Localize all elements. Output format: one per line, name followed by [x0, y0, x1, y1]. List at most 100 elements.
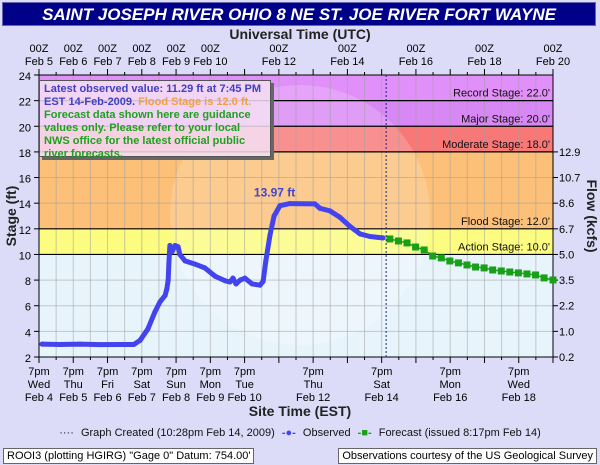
forecast-point: [403, 239, 411, 247]
forecast-point: [429, 252, 437, 260]
top-tick-label: 00Z: [338, 43, 357, 55]
observed-point: [317, 205, 323, 211]
gage-datum-footer: ROOI3 (plotting HGIRG) "Gage 0" Datum: 7…: [3, 448, 255, 464]
flood-stage-text: Flood Stage is 12.0 ft.: [138, 96, 252, 108]
y2-tick-label: 0.2: [559, 352, 574, 364]
bottom-tick-date: Feb 6: [93, 392, 121, 404]
bottom-tick-date: Feb 7: [128, 392, 156, 404]
top-tick-label: 00Z: [98, 43, 117, 55]
stage-label-record: Record Stage: 22.0': [453, 88, 550, 100]
y2-tick-label: 2.2: [559, 301, 574, 313]
bottom-tick-time: 7pm: [165, 366, 186, 378]
bottom-tick-date: Feb 5: [59, 392, 87, 404]
y-tick-label: 4: [25, 327, 31, 339]
y-axis-title: Stage (ft): [3, 186, 19, 247]
top-tick-label: 00Z: [406, 43, 425, 55]
observed-legend-label: Observed: [302, 427, 351, 439]
y2-axis-title: Flow (kcfs): [584, 179, 600, 252]
bottom-tick-day: Wed: [28, 379, 50, 391]
y-tick-label: 10: [19, 250, 31, 262]
observed-point: [367, 234, 373, 240]
bottom-tick-time: 7pm: [371, 366, 392, 378]
observed-point: [182, 258, 188, 264]
top-tick-date: Feb 14: [330, 56, 364, 68]
forecast-point: [497, 267, 505, 275]
y2-tick-label: 5.0: [559, 249, 574, 261]
forecast-legend-label: Forecast (issued 8:17pm Feb 14): [378, 427, 541, 439]
stage-label-moderate: Moderate Stage: 18.0': [442, 139, 550, 151]
forecast-point: [472, 263, 480, 271]
observed-point: [152, 309, 158, 315]
top-tick-label: 00Z: [269, 43, 288, 55]
top-tick-date: Feb 5: [25, 56, 53, 68]
observed-point: [202, 265, 208, 271]
forecast-point: [514, 269, 522, 277]
bottom-tick-day: Sat: [373, 379, 390, 391]
observed-point: [39, 341, 45, 347]
forecast-point: [549, 276, 557, 284]
observations-credit-footer: Observations courtesy of the US Geologic…: [338, 448, 597, 464]
forecast-point: [386, 235, 394, 243]
forecast-legend-icon: -■-: [357, 427, 372, 439]
observed-point: [327, 208, 333, 214]
y-tick-label: 2: [25, 353, 31, 365]
forecast-point: [446, 257, 454, 265]
forecast-point: [480, 264, 488, 272]
bottom-tick-day: Mon: [200, 379, 221, 391]
observed-point: [380, 235, 386, 241]
observed-point: [131, 341, 137, 347]
forecast-point: [523, 270, 531, 278]
forecast-point: [463, 261, 471, 269]
y-tick-label: 16: [19, 174, 31, 186]
bottom-tick-day: Fri: [101, 379, 114, 391]
forecast-point: [506, 268, 514, 276]
top-tick-date: Feb 20: [536, 56, 570, 68]
bottom-tick-date: Feb 9: [196, 392, 224, 404]
top-tick-date: Feb 9: [162, 56, 190, 68]
bottom-tick-date: Feb 18: [502, 392, 536, 404]
observed-point: [227, 279, 233, 285]
forecast-point: [540, 274, 548, 282]
y-tick-label: 14: [19, 199, 31, 211]
observed-point: [167, 242, 173, 248]
top-tick-date: Feb 12: [262, 56, 296, 68]
observed-point: [233, 281, 239, 287]
y2-tick-label: 3.5: [559, 275, 574, 287]
top-tick-label: 00Z: [132, 43, 151, 55]
stage-label-major: Major Stage: 20.0': [461, 113, 550, 125]
bottom-tick-date: Feb 14: [365, 392, 399, 404]
top-tick-label: 00Z: [167, 43, 186, 55]
observed-point: [271, 213, 277, 219]
chart-title: SAINT JOSEPH RIVER OHIO 8 NE ST. JOE RIV…: [2, 2, 596, 26]
top-tick-date: Feb 18: [467, 56, 501, 68]
y2-tick-label: 1.0: [559, 326, 574, 338]
top-tick-label: 00Z: [30, 43, 49, 55]
bottom-tick-time: 7pm: [28, 366, 49, 378]
observed-point: [230, 275, 236, 281]
bottom-tick-time: 7pm: [234, 366, 255, 378]
observed-point: [77, 341, 83, 347]
bottom-tick-time: 7pm: [131, 366, 152, 378]
y-tick-label: 8: [25, 276, 31, 288]
forecast-point: [454, 259, 462, 267]
observed-point: [57, 341, 63, 347]
x-axis-title: Site Time (EST): [249, 403, 351, 419]
y2-tick-label: 6.7: [559, 224, 574, 236]
peak-label: 13.97 ft: [254, 186, 295, 200]
bottom-tick-date: Feb 10: [227, 392, 261, 404]
bottom-tick-day: Mon: [439, 379, 460, 391]
top-tick-label: 00Z: [475, 43, 494, 55]
observed-point: [287, 201, 293, 207]
forecast-point: [412, 243, 420, 251]
observed-legend-icon: -●-: [281, 427, 296, 439]
observed-point: [145, 326, 151, 332]
y-tick-label: 24: [19, 71, 31, 83]
stage-label-flood: Flood Stage: 12.0': [461, 216, 550, 228]
bottom-tick-day: Sat: [134, 379, 151, 391]
observed-point: [347, 223, 353, 229]
observed-point: [177, 251, 183, 257]
graph-created-legend-label: Graph Created (10:28pm Feb 14, 2009): [80, 427, 275, 439]
observed-point: [97, 342, 103, 348]
observed-point: [242, 275, 248, 281]
